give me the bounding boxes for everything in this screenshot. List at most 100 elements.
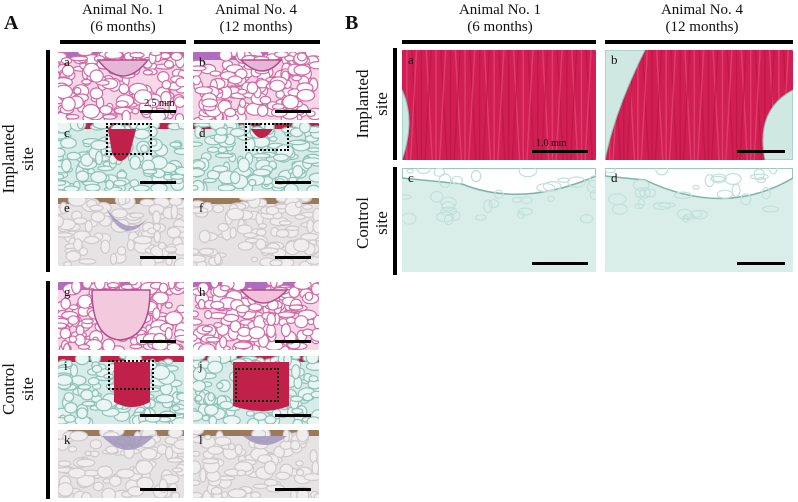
scale-bar xyxy=(140,414,176,417)
tile-letter: h xyxy=(199,284,206,299)
scale-bar xyxy=(275,110,311,113)
panel-a-row1-line1: Implanted xyxy=(0,124,18,194)
scale-bar xyxy=(275,488,311,491)
panel-b-row1-label: Implanted site xyxy=(353,54,391,154)
scale-bar xyxy=(532,262,588,265)
panel-a-row2-label: Control site xyxy=(0,339,37,439)
scale-bar xyxy=(140,256,176,259)
panel-a-tile-a: a 2.5 mm xyxy=(58,52,184,120)
panel-b-col2-subtitle: (12 months) xyxy=(665,19,739,35)
scale-bar xyxy=(140,110,176,113)
tile-letter: a xyxy=(64,54,70,69)
roi-box xyxy=(235,368,279,402)
panel-b-tile-b: b xyxy=(605,50,793,160)
panel-b-tile-a-image xyxy=(402,50,596,160)
tile-letter: g xyxy=(64,284,71,299)
panel-b-tile-d-image xyxy=(605,168,793,272)
panel-a-tile-i: i xyxy=(58,356,184,424)
panel-a-col2-bar xyxy=(194,40,320,44)
tile-letter: c xyxy=(64,125,70,140)
scale-bar xyxy=(275,256,311,259)
panel-a-tile-j-image xyxy=(193,356,319,424)
panel-a-tile-c: c xyxy=(58,123,184,191)
panel-b-letter: B xyxy=(345,12,359,34)
panel-b-col2-bar xyxy=(605,40,793,44)
scale-bar-label: 2.5 mm xyxy=(144,98,175,109)
panel-b-tile-c-image xyxy=(402,168,596,272)
panel-a-row2-line1: Control xyxy=(0,363,18,415)
panel-a-tile-e-image xyxy=(58,198,184,266)
tile-letter: i xyxy=(64,358,68,373)
panel-a-tile-b: b xyxy=(193,52,319,120)
tile-letter: f xyxy=(199,200,204,215)
panel-b-col1-header: Animal No. 1 (6 months) xyxy=(420,2,580,36)
panel-a-tile-g: g xyxy=(58,282,184,350)
panel-b-col2-header: Animal No. 4 (12 months) xyxy=(622,2,782,36)
tile-letter: d xyxy=(199,125,206,140)
panel-b-col1-subtitle: (6 months) xyxy=(467,19,533,35)
roi-box xyxy=(108,360,154,390)
panel-a-row1-bar xyxy=(46,50,50,272)
panel-a-col2-title: Animal No. 4 xyxy=(214,2,298,18)
scale-bar xyxy=(275,414,311,417)
panel-b-row2-line1: Control xyxy=(353,197,372,249)
panel-a-tile-k-image xyxy=(58,430,184,498)
panel-b-col2-title: Animal No. 4 xyxy=(660,2,744,18)
panel-a-tile-a-image xyxy=(58,52,184,120)
panel-a-col1-title: Animal No. 1 xyxy=(81,2,165,18)
panel-a-tile-j: j xyxy=(193,356,319,424)
panel-a-tile-h: h xyxy=(193,282,319,350)
panel-a-col2-subtitle: (12 months) xyxy=(219,19,293,35)
panel-a-tile-h-image xyxy=(193,282,319,350)
tile-letter: l xyxy=(199,432,203,447)
tile-letter: e xyxy=(64,200,70,215)
panel-b-row2-line2: site xyxy=(372,211,391,235)
panel-a-tile-d: d xyxy=(193,123,319,191)
panel-a-tile-e: e xyxy=(58,198,184,266)
scale-bar xyxy=(275,181,311,184)
scale-bar xyxy=(140,488,176,491)
panel-a-tile-i-image xyxy=(58,356,184,424)
tile-letter: a xyxy=(408,52,414,67)
panel-a-col1-header: Animal No. 1 (6 months) xyxy=(58,2,188,36)
panel-a-col1-bar xyxy=(60,40,186,44)
panel-b-tile-c: c xyxy=(402,168,596,272)
roi-box xyxy=(245,123,289,151)
panel-b-col1-bar xyxy=(402,40,596,44)
panel-a-tile-f: f xyxy=(193,198,319,266)
tile-letter: d xyxy=(611,170,618,185)
panel-b-tile-a: a 1.0 mm xyxy=(402,50,596,160)
scale-bar xyxy=(737,150,785,153)
panel-a-tile-l: l xyxy=(193,430,319,498)
tile-letter: c xyxy=(408,170,414,185)
panel-a-tile-l-image xyxy=(193,430,319,498)
scale-bar xyxy=(140,340,176,343)
tile-letter: j xyxy=(199,358,203,373)
panel-a-row1-label: Implanted site xyxy=(0,109,37,209)
panel-a-row2-bar xyxy=(46,281,50,499)
scale-bar xyxy=(532,150,588,153)
panel-b-tile-d: d xyxy=(605,168,793,272)
scale-bar xyxy=(737,262,785,265)
panel-b-col1-title: Animal No. 1 xyxy=(458,2,542,18)
panel-a-col1-subtitle: (6 months) xyxy=(90,19,156,35)
panel-b-row2-label: Control site xyxy=(353,173,391,273)
scale-bar xyxy=(140,181,176,184)
panel-b-row2-bar xyxy=(393,167,397,275)
panel-b-row1-bar xyxy=(393,48,397,160)
panel-a-letter: A xyxy=(4,12,19,34)
panel-a-tile-k: k xyxy=(58,430,184,498)
panel-b-tile-b-image xyxy=(605,50,793,160)
panel-b-row1-line2: site xyxy=(372,92,391,116)
panel-a-row2-line2: site xyxy=(18,377,37,401)
roi-box xyxy=(106,123,152,155)
tile-letter: k xyxy=(64,432,71,447)
tile-letter: b xyxy=(611,52,618,67)
tile-letter: b xyxy=(199,54,206,69)
scale-bar xyxy=(275,340,311,343)
panel-b-row1-line1: Implanted xyxy=(353,69,372,139)
scale-bar-label: 1.0 mm xyxy=(536,138,567,149)
panel-a-col2-header: Animal No. 4 (12 months) xyxy=(191,2,321,36)
panel-a-tile-b-image xyxy=(193,52,319,120)
panel-a-row1-line2: site xyxy=(18,147,37,171)
